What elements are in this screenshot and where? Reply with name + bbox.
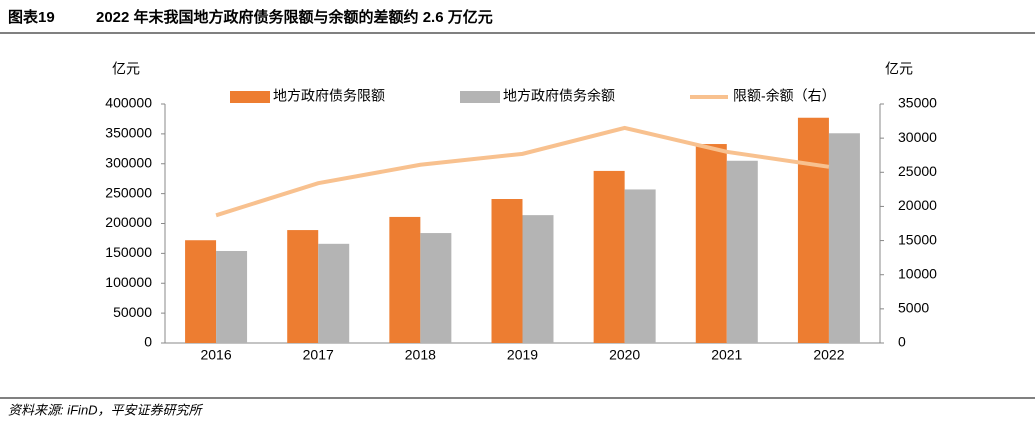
figure-label: 图表19 bbox=[8, 8, 55, 26]
y2-tick-label: 25000 bbox=[898, 163, 937, 179]
bar bbox=[695, 144, 727, 343]
y2-tick-label: 15000 bbox=[898, 231, 937, 247]
x-tick-label: 2018 bbox=[405, 347, 436, 363]
x-tick-label: 2016 bbox=[200, 347, 231, 363]
y-tick-label: 150000 bbox=[105, 244, 152, 260]
chart-title: 2022 年末我国地方政府债务限额与余额的差额约 2.6 万亿元 bbox=[96, 8, 493, 26]
bar bbox=[522, 215, 554, 343]
bar bbox=[389, 216, 421, 343]
x-tick-label: 2019 bbox=[507, 347, 538, 363]
legend-label: 限额-余额（右） bbox=[733, 88, 836, 104]
bar bbox=[420, 233, 452, 343]
x-tick-label: 2017 bbox=[303, 347, 334, 363]
y-tick-label: 0 bbox=[144, 334, 152, 350]
x-tick-label: 2021 bbox=[711, 347, 742, 363]
y-tick-label: 350000 bbox=[105, 125, 152, 141]
x-tick-label: 2022 bbox=[813, 347, 844, 363]
y2-tick-label: 20000 bbox=[898, 197, 937, 213]
y-tick-label: 400000 bbox=[105, 95, 152, 111]
legend-swatch bbox=[460, 91, 500, 103]
y-tick-label: 100000 bbox=[105, 274, 152, 290]
legend-label: 地方政府债务限额 bbox=[273, 88, 385, 104]
y2-tick-label: 30000 bbox=[898, 129, 937, 145]
bar bbox=[287, 230, 319, 343]
bar bbox=[185, 240, 217, 343]
bar bbox=[828, 133, 860, 343]
y-tick-label: 250000 bbox=[105, 184, 152, 200]
bar bbox=[318, 243, 350, 343]
x-tick-label: 2020 bbox=[609, 347, 640, 363]
y-tick-label: 50000 bbox=[113, 304, 152, 320]
bar bbox=[726, 160, 758, 343]
y2-axis-unit: 亿元 bbox=[885, 61, 913, 77]
legend-label: 地方政府债务余额 bbox=[503, 88, 615, 104]
line bbox=[215, 125, 830, 218]
bar bbox=[491, 199, 523, 343]
y2-tick-label: 0 bbox=[898, 334, 906, 350]
y-tick-label: 200000 bbox=[105, 214, 152, 230]
bar bbox=[624, 189, 656, 343]
bar bbox=[797, 117, 829, 344]
y2-tick-label: 10000 bbox=[898, 265, 937, 281]
legend-swatch bbox=[230, 91, 270, 103]
y-axis-unit: 亿元 bbox=[112, 61, 140, 77]
bar bbox=[593, 170, 625, 343]
y-tick-label: 300000 bbox=[105, 154, 152, 170]
y2-tick-label: 5000 bbox=[898, 300, 929, 316]
source: 资料来源: iFinD，平安证券研究所 bbox=[8, 402, 204, 417]
bar bbox=[216, 250, 248, 343]
y2-tick-label: 35000 bbox=[898, 95, 937, 111]
